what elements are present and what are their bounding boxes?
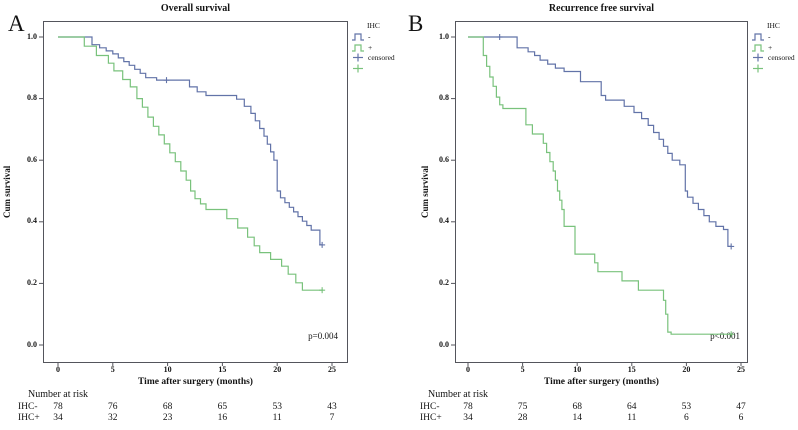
x-tick-label: 5: [110, 365, 115, 374]
risk-value: 6: [738, 413, 744, 423]
plot-frame: [43, 21, 348, 363]
risk-value: 34: [53, 413, 63, 423]
legend-item: [351, 63, 395, 74]
y-axis-label: Cum survival: [2, 165, 12, 219]
risk-value: 47: [736, 402, 746, 412]
risk-value: 53: [272, 402, 282, 412]
p-value-annotation: p<0.001: [710, 331, 740, 341]
risk-value: 23: [162, 413, 173, 423]
step-line-icon: [752, 33, 764, 41]
p-value-annotation: p=0.004: [308, 331, 338, 341]
risk-value: 6: [684, 413, 689, 423]
risk-value: 43: [327, 402, 337, 412]
risk-value: 76: [108, 402, 118, 412]
risk-value: 16: [217, 413, 228, 423]
legend-item-label: +: [368, 42, 373, 52]
y-tick-label: 0.4: [439, 216, 449, 226]
legend: IHC - + censored: [751, 22, 795, 74]
plus-icon: [353, 53, 363, 62]
y-tick-label: 1.0: [439, 31, 449, 41]
risk-value: 78: [463, 402, 473, 412]
legend-item: -: [751, 32, 795, 43]
risk-value: 68: [162, 402, 173, 412]
legend-item-label: censored: [768, 53, 795, 62]
x-tick-label: 0: [56, 365, 60, 374]
risk-row-label-ihc-positive: IHC+: [18, 413, 40, 423]
legend-item: censored: [751, 53, 795, 64]
legend-item-label: -: [368, 32, 371, 41]
x-tick-label: 20: [273, 365, 282, 374]
legend-item-label: +: [768, 42, 773, 52]
chart-title: Overall survival: [160, 3, 231, 14]
risk-value: 14: [572, 413, 582, 423]
x-tick-label: 25: [737, 365, 745, 374]
y-tick-label: 0.0: [27, 339, 37, 349]
legend-item-label: -: [768, 32, 771, 41]
risk-value: 53: [681, 402, 692, 412]
risk-value: 11: [272, 413, 282, 423]
x-axis-label: Time after surgery (months): [138, 377, 253, 387]
risk-row-label-ihc-negative: IHC-: [420, 402, 440, 412]
y-tick-label: 1.0: [27, 31, 37, 41]
y-tick-label: 0.0: [439, 339, 449, 349]
panel-overall-survival: A Overall survival Cum survival p=0.004 …: [0, 0, 398, 430]
y-tick-label: 0.8: [439, 93, 449, 103]
y-tick-label: 0.4: [27, 216, 37, 226]
y-tick-label: 0.6: [27, 154, 37, 164]
legend-item: censored: [351, 53, 395, 64]
x-tick-label: 5: [520, 365, 525, 374]
x-tick-label: 15: [218, 365, 227, 374]
risk-value: 64: [627, 402, 637, 412]
risk-value: 78: [53, 402, 63, 412]
legend-title: IHC: [767, 21, 780, 30]
step-line-icon: [352, 33, 364, 41]
panel-recurrence-free-survival: B Recurrence free survival Cum survival …: [395, 0, 798, 430]
risk-table-title: Number at risk: [428, 389, 488, 400]
y-tick-label: 0.2: [27, 277, 37, 287]
legend-item-label: censored: [368, 53, 395, 62]
risk-row-label-ihc-negative: IHC-: [18, 402, 38, 412]
step-line-icon: [752, 44, 764, 52]
plus-icon: [753, 64, 763, 73]
risk-value: 34: [463, 413, 473, 423]
risk-value: 65: [217, 402, 228, 412]
risk-value: 11: [627, 413, 637, 423]
legend: IHC - + censored: [351, 22, 395, 74]
step-line-icon: [352, 44, 364, 52]
x-tick-label: 10: [573, 365, 582, 374]
plus-icon: [353, 64, 363, 73]
y-tick-label: 0.2: [439, 277, 449, 287]
risk-value: 7: [329, 413, 335, 423]
y-tick-label: 0.8: [27, 93, 37, 103]
risk-value: 28: [517, 413, 528, 423]
x-tick-label: 10: [163, 365, 172, 374]
legend-item: [751, 63, 795, 74]
chart-title: Recurrence free survival: [548, 3, 655, 14]
x-axis-label: Time after surgery (months): [544, 377, 659, 387]
x-tick-label: 20: [682, 365, 691, 374]
legend-item: +: [751, 42, 795, 53]
x-tick-label: 15: [627, 365, 636, 374]
y-axis-label: Cum survival: [420, 165, 430, 219]
risk-value: 75: [517, 402, 528, 412]
legend-item: +: [351, 42, 395, 53]
legend-item: -: [351, 32, 395, 43]
risk-value: 68: [572, 402, 582, 412]
risk-value: 32: [108, 413, 118, 423]
risk-table-title: Number at risk: [28, 389, 88, 400]
panel-letter-b: B: [408, 11, 424, 36]
x-tick-label: 0: [466, 365, 470, 374]
plus-icon: [753, 53, 763, 62]
panel-letter-a: A: [8, 11, 25, 36]
legend-title: IHC: [367, 21, 380, 30]
risk-row-label-ihc-positive: IHC+: [420, 413, 442, 423]
plot-frame: [455, 21, 748, 363]
y-tick-label: 0.6: [439, 154, 449, 164]
x-tick-label: 25: [328, 365, 336, 374]
